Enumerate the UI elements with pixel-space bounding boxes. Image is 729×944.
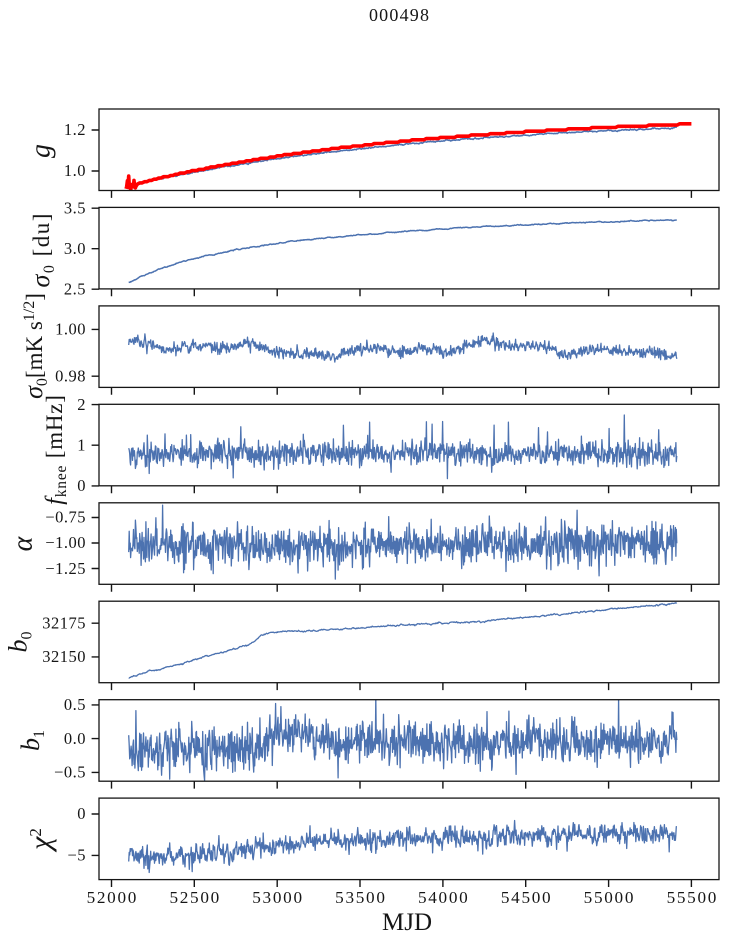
svg-text:53500: 53500	[335, 888, 386, 907]
svg-text:1: 1	[77, 435, 86, 454]
svg-text:−5: −5	[67, 846, 86, 865]
svg-text:55500: 55500	[667, 888, 718, 907]
svg-text:53000: 53000	[252, 888, 303, 907]
svg-text:3.5: 3.5	[64, 198, 86, 217]
svg-text:1.2: 1.2	[64, 120, 86, 139]
svg-text:55000: 55000	[584, 888, 635, 907]
svg-text:σ0[mK s1/2]: σ0[mK s1/2]	[19, 293, 51, 399]
svg-text:σ0 [du]: σ0 [du]	[26, 212, 58, 287]
svg-text:52000: 52000	[87, 888, 138, 907]
svg-text:b0: b0	[4, 632, 36, 653]
svg-text:−1.25: −1.25	[45, 559, 86, 578]
svg-text:0: 0	[77, 804, 86, 823]
svg-text:1.0: 1.0	[64, 161, 86, 180]
svg-text:0: 0	[77, 476, 86, 495]
svg-text:−0.5: −0.5	[54, 763, 86, 782]
svg-text:α: α	[8, 535, 39, 551]
svg-text:000498: 000498	[369, 5, 430, 25]
svg-text:g: g	[25, 144, 56, 158]
svg-text:2: 2	[77, 395, 86, 414]
svg-text:0.98: 0.98	[55, 366, 86, 385]
svg-text:3.0: 3.0	[64, 239, 86, 258]
svg-text:54500: 54500	[501, 888, 552, 907]
svg-text:1.00: 1.00	[55, 320, 86, 339]
svg-text:52500: 52500	[169, 888, 220, 907]
svg-text:32150: 32150	[42, 647, 86, 666]
svg-text:32175: 32175	[42, 613, 86, 632]
svg-text:−1.00: −1.00	[45, 533, 86, 552]
svg-text:χ2: χ2	[24, 828, 57, 853]
svg-text:b1: b1	[16, 730, 48, 751]
svg-text:fknee [mHz]: fknee [mHz]	[42, 394, 70, 505]
svg-text:2.5: 2.5	[64, 279, 86, 298]
svg-text:0.5: 0.5	[64, 695, 86, 714]
svg-text:−0.75: −0.75	[45, 508, 86, 527]
svg-text:MJD: MJD	[382, 909, 432, 936]
svg-text:54000: 54000	[418, 888, 469, 907]
svg-text:0.0: 0.0	[64, 729, 86, 748]
